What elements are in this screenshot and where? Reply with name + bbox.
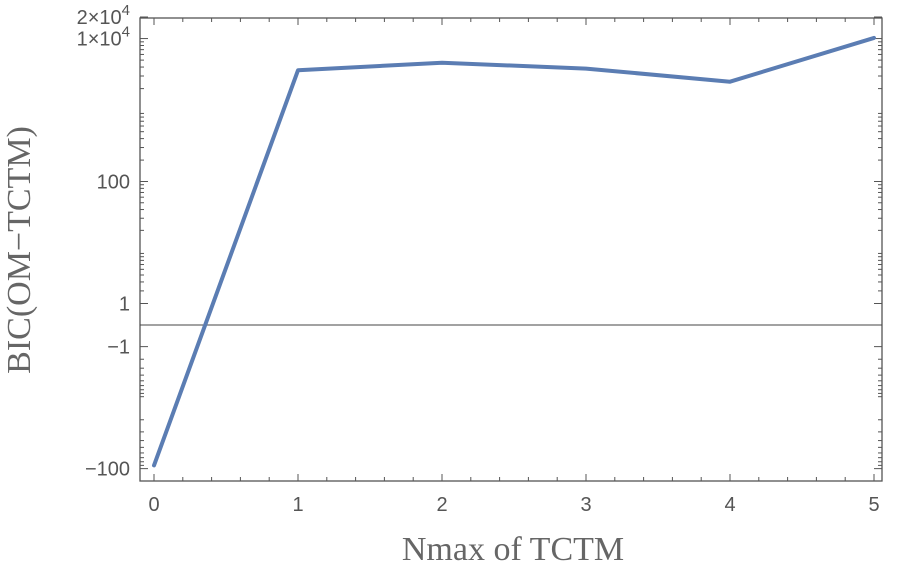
x-tick-labels: 0 1 2 3 4 5 (148, 494, 879, 516)
plot-frame (139, 17, 883, 482)
y-tick-label: 1×104 (77, 24, 130, 51)
x-tick-label: 4 (724, 494, 735, 516)
y-tick-label: 1 (119, 294, 130, 316)
y-tick-label: −100 (85, 459, 130, 481)
y-tick-label: 2×104 (77, 2, 130, 29)
x-tick-label: 5 (868, 494, 879, 516)
y-tick-label: 100 (97, 172, 130, 194)
x-tick-label: 0 (148, 494, 159, 516)
series-line (152, 35, 876, 468)
x-tick-label: 2 (436, 494, 447, 516)
y-axis-title: BIC(OM−TCTM) (1, 126, 38, 374)
axis-ticks (140, 16, 882, 481)
x-tick-label: 3 (580, 494, 591, 516)
x-axis-title: Nmax of TCTM (402, 531, 624, 568)
y-tick-label: −1 (107, 337, 130, 359)
x-tick-label: 1 (292, 494, 303, 516)
